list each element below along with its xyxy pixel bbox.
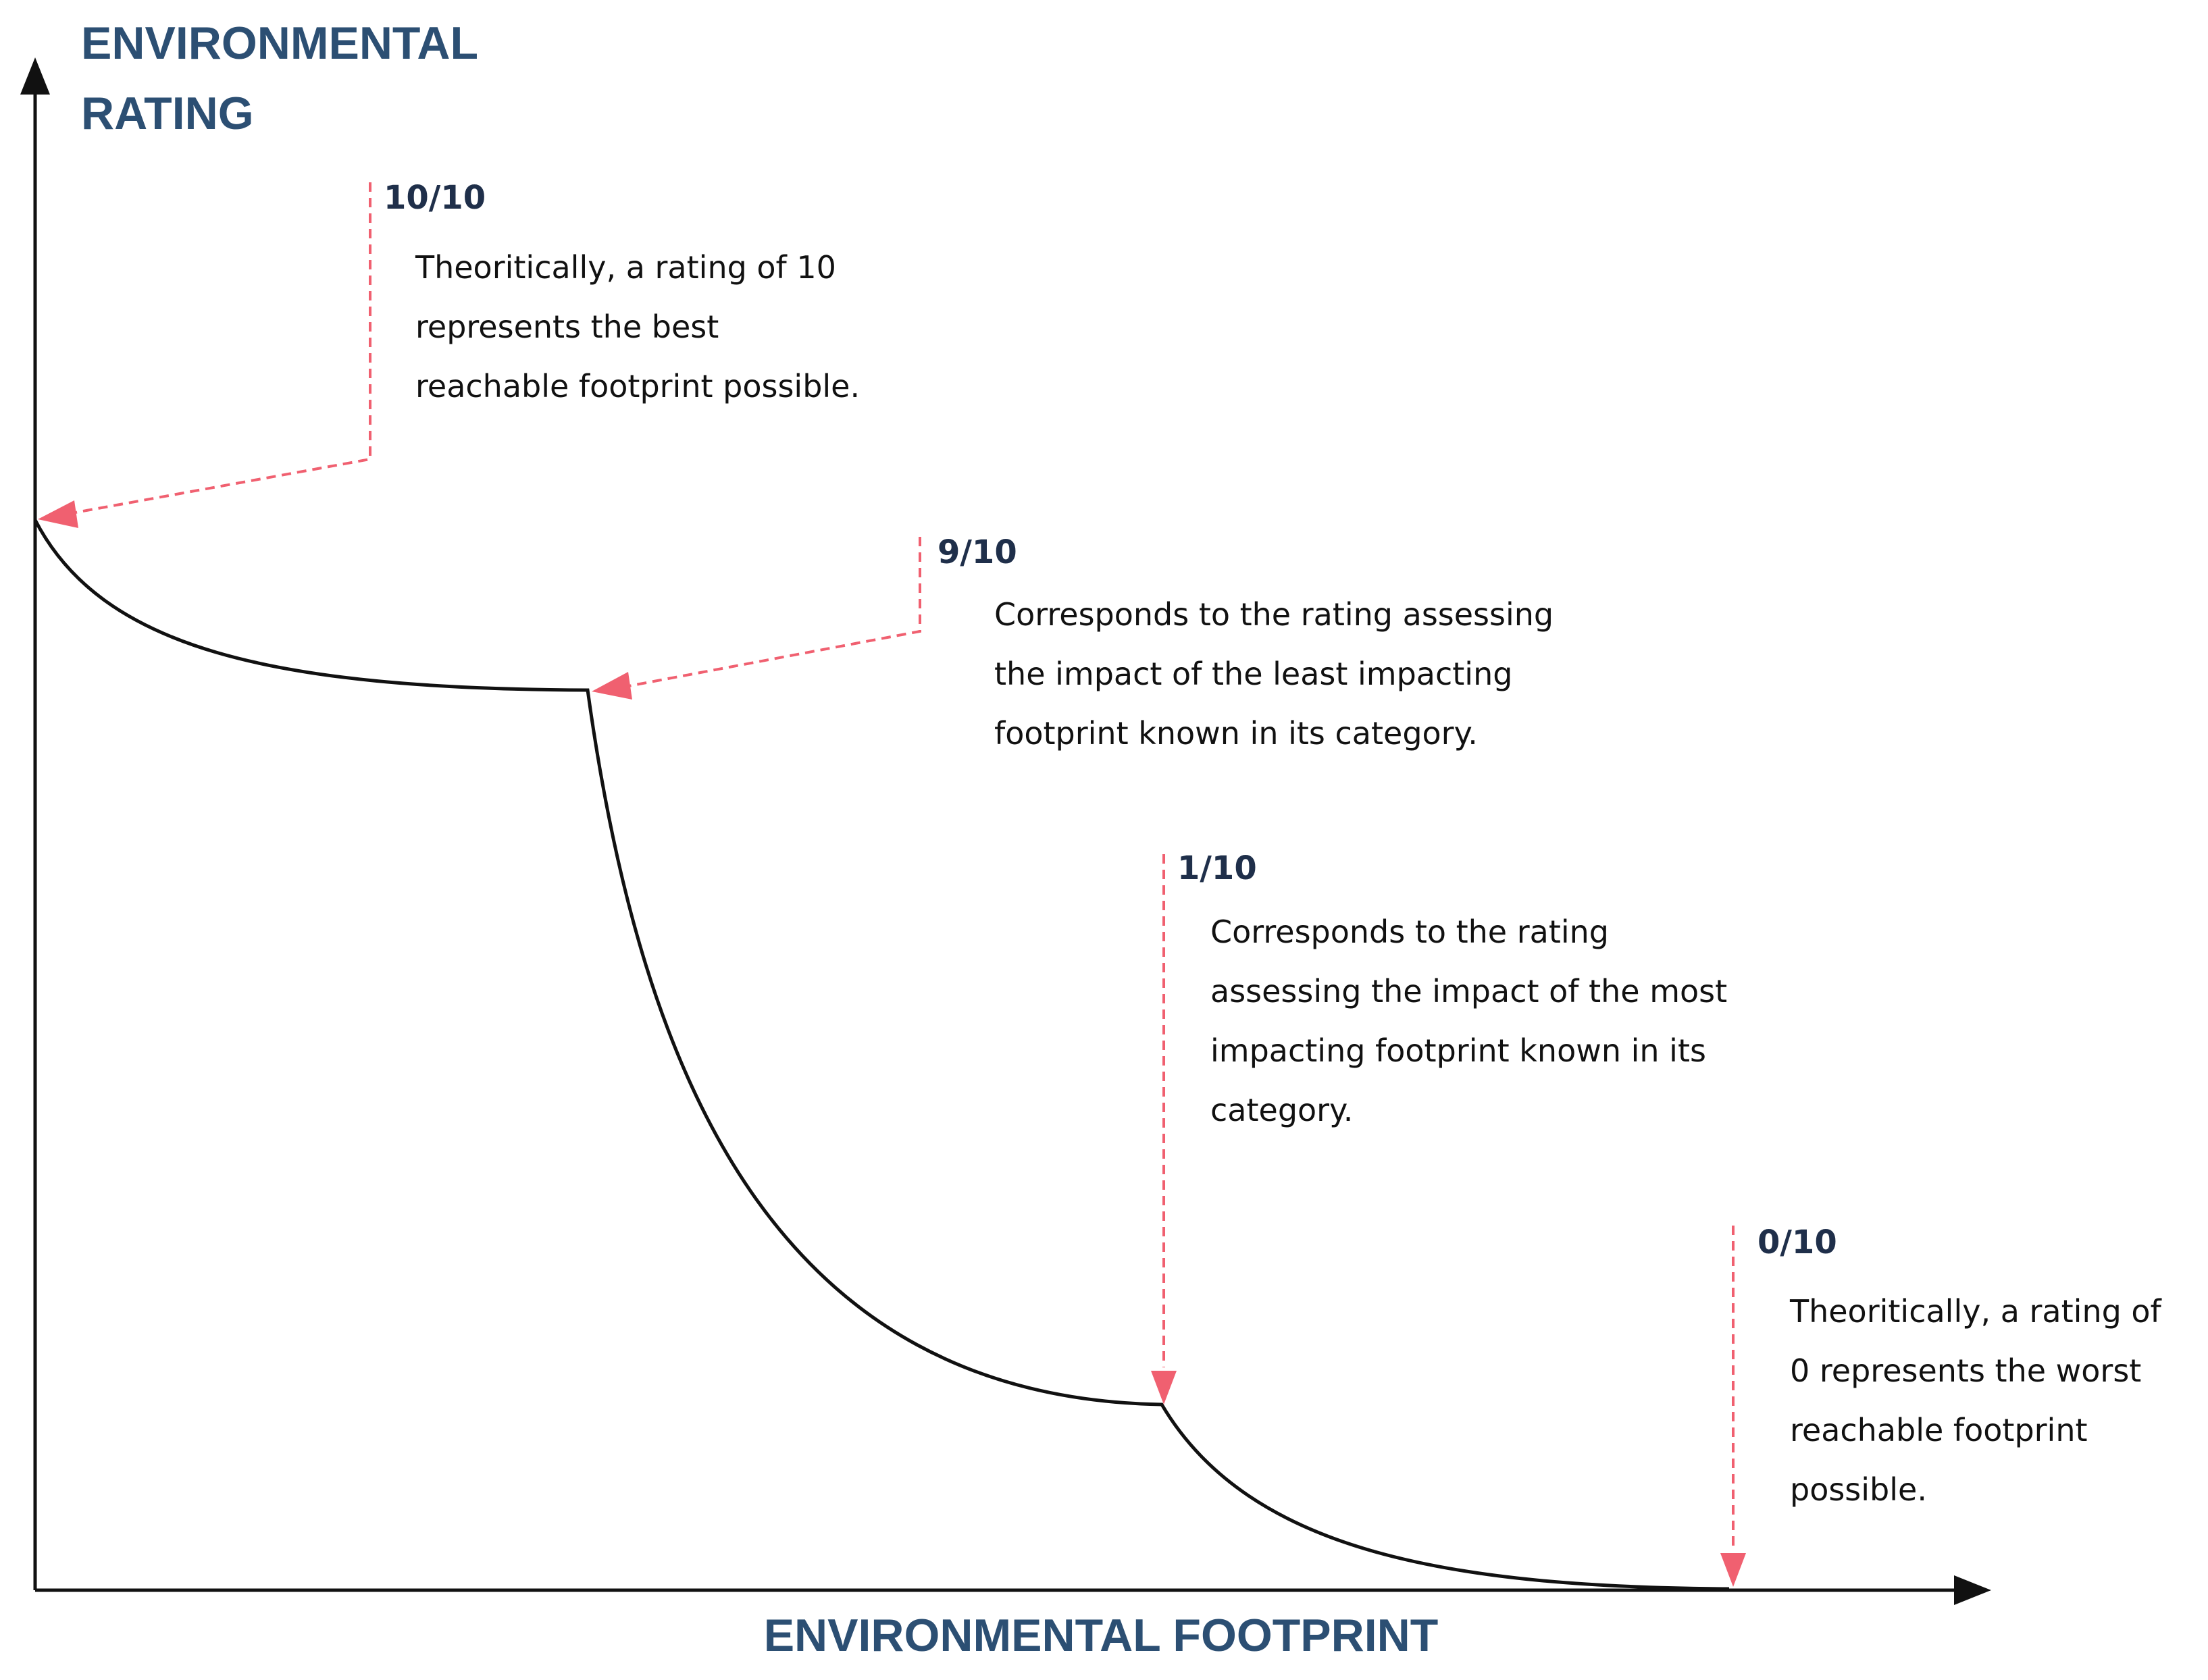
pointer-0-of-10 [1720,1226,1746,1587]
annotation-line: represents the best [415,309,719,345]
annotation-line: reachable footprint possible. [415,368,861,404]
annotation-0-of-10: Theoritically, a rating of 0 represents … [1790,1282,2161,1519]
y-axis-arrowhead [20,57,50,95]
annotation-line: the impact of the least impacting [994,656,1513,692]
pointer-1-of-10 [1151,854,1177,1405]
pointer-9-of-10 [592,537,921,700]
annotation-line: reachable footprint [1790,1412,2088,1448]
annotation-line: Theoritically, a rating of [1790,1293,2161,1330]
annotation-1-of-10: Corresponds to the rating assessing the … [1210,902,1727,1140]
annotation-line: footprint known in its category. [994,715,1478,752]
rating-label-0-of-10: 0/10 [1757,1224,1837,1261]
pointer-10-of-10 [38,182,371,528]
annotation-line: Corresponds to the rating assessing [994,596,1554,633]
annotation-line: possible. [1790,1471,1927,1508]
arrowhead-9-of-10 [592,672,632,700]
arrowhead-1-of-10 [1151,1371,1177,1405]
rating-label-1-of-10: 1/10 [1177,849,1257,887]
arrowhead-10-of-10 [38,500,78,528]
rating-label-9-of-10: 9/10 [938,533,1017,571]
annotation-line: Corresponds to the rating [1210,914,1610,950]
annotation-line: assessing the impact of the most [1210,973,1728,1009]
annotation-9-of-10: Corresponds to the rating assessing the … [994,585,1554,763]
annotation-line: Theoritically, a rating of 10 [415,249,836,286]
annotation-line: category. [1210,1092,1354,1128]
x-axis-arrowhead [1954,1575,1991,1605]
y-axis-title: ENVIRONMENTAL RATING [81,18,478,139]
rating-curve [33,519,1730,1591]
x-axis-title: ENVIRONMENTAL FOOTPRINT [763,1610,1439,1661]
annotation-line: 0 represents the worst [1790,1353,2142,1389]
annotation-10-of-10: Theoritically, a rating of 10 represents… [415,238,860,416]
rating-label-10-of-10: 10/10 [384,179,486,217]
arrowhead-0-of-10 [1720,1553,1746,1587]
annotation-line: impacting footprint known in its [1210,1032,1706,1069]
